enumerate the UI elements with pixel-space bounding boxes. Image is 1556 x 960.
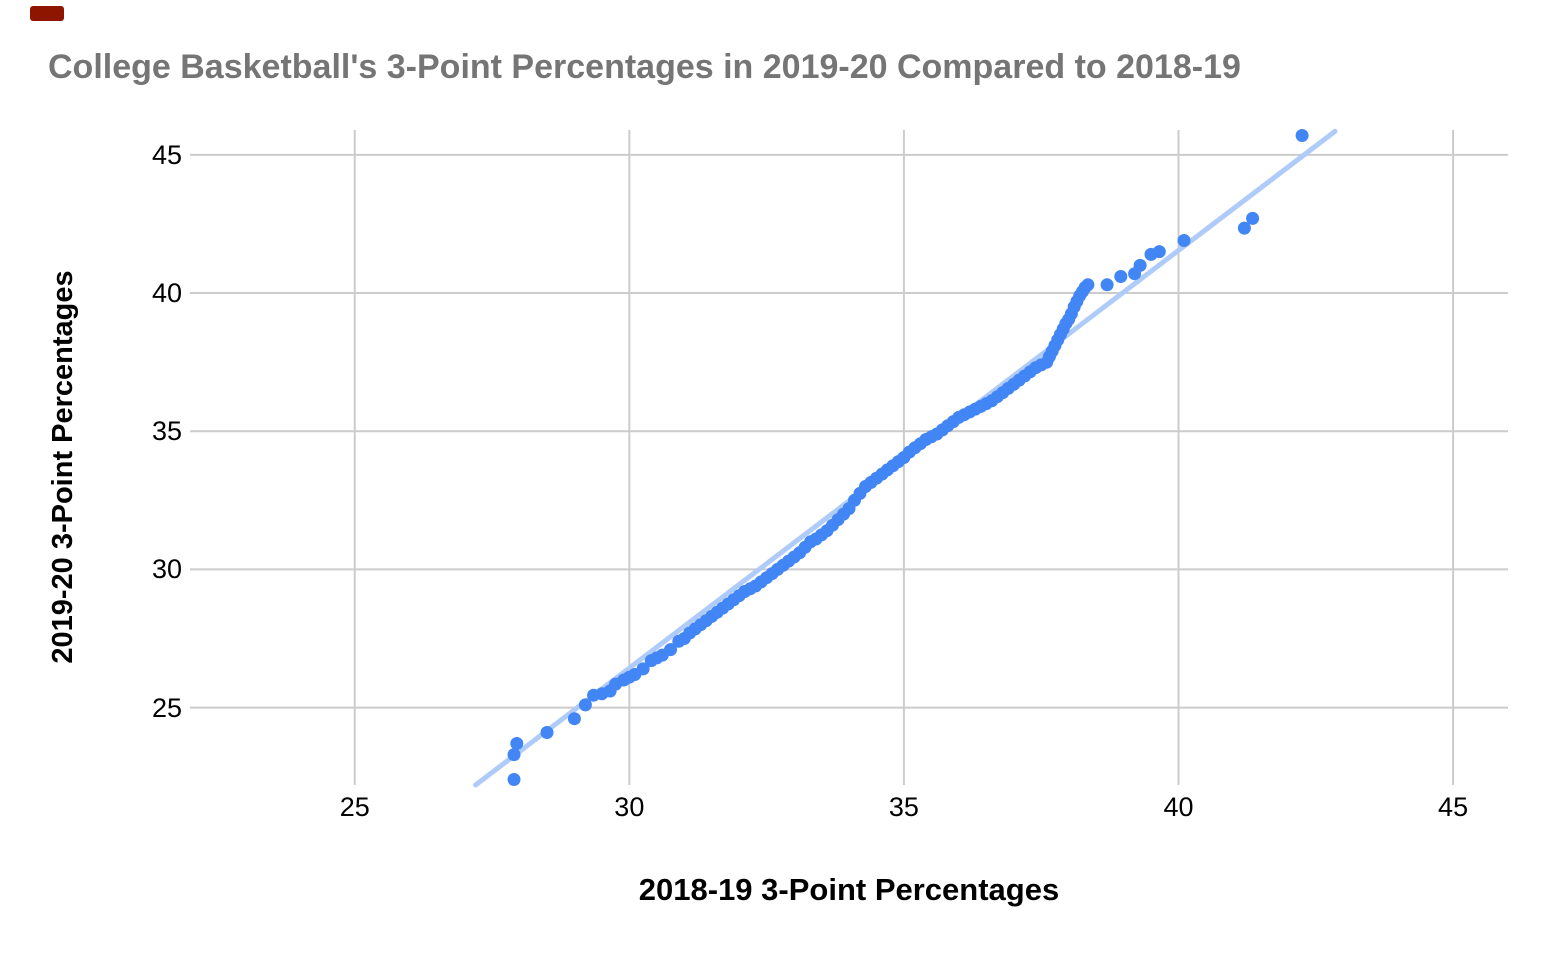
data-point [578,698,592,712]
data-point [507,748,521,762]
x-tick-label-30: 30 [614,792,645,822]
data-point [1246,211,1260,225]
data-point [540,726,554,739]
data-point [1081,278,1095,292]
y-tick-label-45: 45 [151,139,182,170]
y-tick-label-30: 30 [151,554,182,585]
x-tick-label-25: 25 [339,792,370,822]
data-point [507,773,521,786]
data-point [1133,258,1147,272]
data-point [1152,245,1166,259]
data-point [636,662,650,676]
x-tick-label-45: 45 [1438,792,1469,822]
data-point [1237,221,1251,235]
data-point [567,712,581,726]
x-tick-label-40: 40 [1163,792,1194,822]
data-point [1295,129,1309,142]
data-point [1177,234,1191,247]
data-point [664,643,677,657]
y-tick-label-35: 35 [151,416,182,447]
data-point [510,737,524,750]
y-tick-label-40: 40 [151,278,182,309]
data-point [1114,270,1128,283]
x-tick-label-35: 35 [888,792,919,822]
data-point [1100,278,1114,292]
y-tick-label-25: 25 [151,692,182,723]
red-corner-mark [30,6,64,21]
x-axis-title: 2018-19 3-Point Percentages [638,872,1060,907]
chart-title: College Basketball's 3-Point Percentages… [48,48,1241,86]
